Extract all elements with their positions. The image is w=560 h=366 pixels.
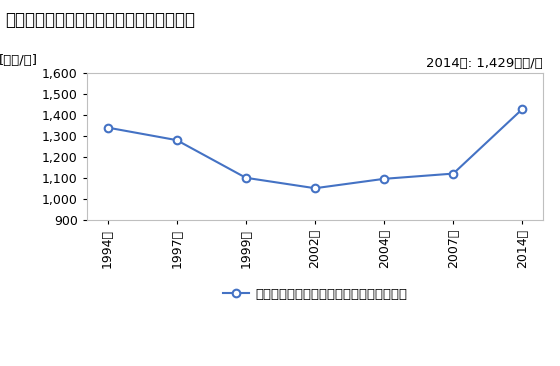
小売業の従業者一人当たり年間商品販売額 [311,186,318,190]
Line: 小売業の従業者一人当たり年間商品販売額: 小売業の従業者一人当たり年間商品販売額 [104,105,526,192]
Text: 小売業の従業者一人当たり年間商品販売額: 小売業の従業者一人当たり年間商品販売額 [6,11,195,29]
小売業の従業者一人当たり年間商品販売額 [174,138,180,142]
小売業の従業者一人当たり年間商品販売額 [242,176,249,180]
小売業の従業者一人当たり年間商品販売額 [519,107,526,111]
小売業の従業者一人当たり年間商品販売額 [450,171,456,176]
Y-axis label: [万円/人]: [万円/人] [0,54,38,67]
Text: 2014年: 1,429万円/人: 2014年: 1,429万円/人 [427,57,543,70]
小売業の従業者一人当たり年間商品販売額 [104,126,111,130]
Legend: 小売業の従業者一人当たり年間商品販売額: 小売業の従業者一人当たり年間商品販売額 [222,288,408,301]
小売業の従業者一人当たり年間商品販売額 [381,177,388,181]
